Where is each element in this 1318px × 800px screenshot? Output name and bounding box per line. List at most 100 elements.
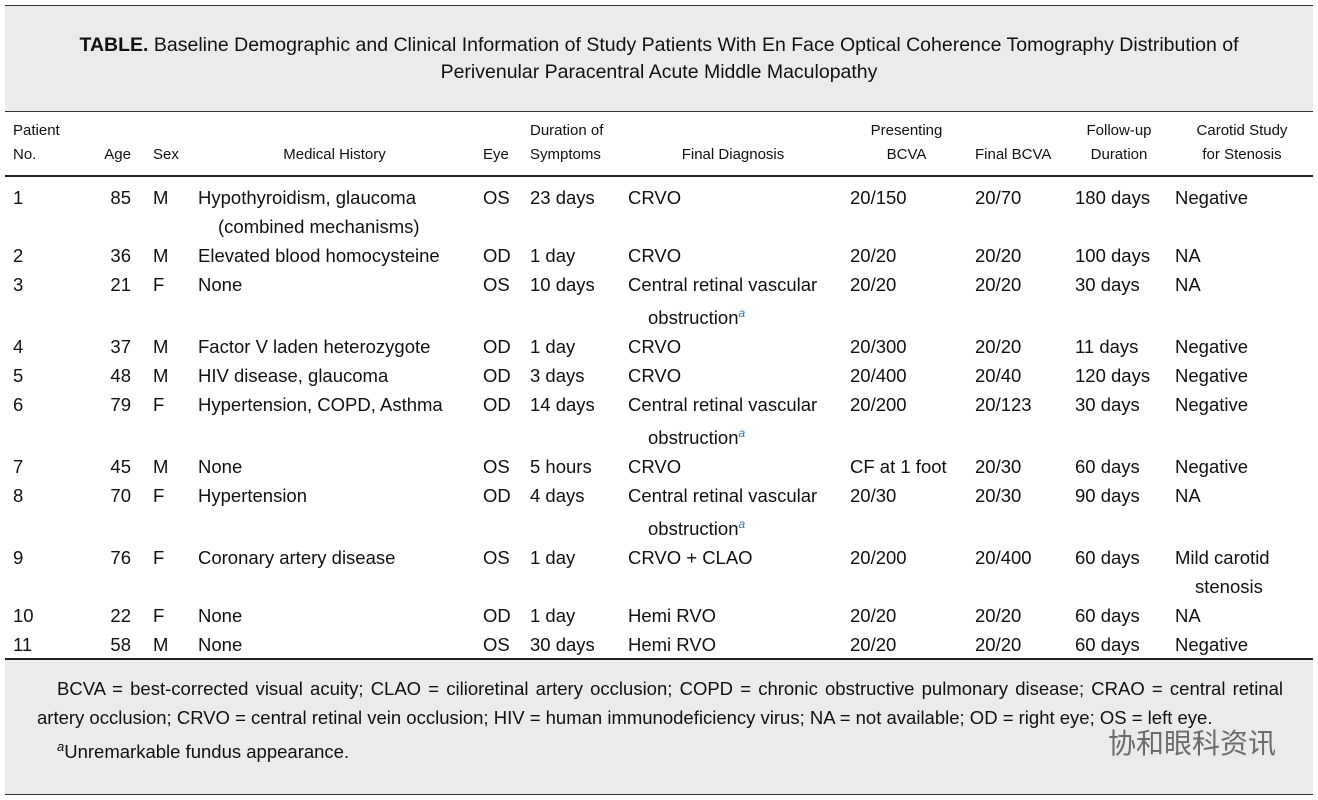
table-cell: Hypertension — [198, 485, 308, 507]
table-cell: F — [153, 274, 165, 295]
table-cell: 20/20 — [975, 336, 1022, 358]
table-cell: Central retinal vascular obstructiona — [620, 481, 842, 543]
watermark: 协和眼科资讯 — [1107, 727, 1276, 760]
header-text: Medical History — [283, 146, 386, 163]
cell-text: CRVO — [628, 245, 682, 266]
header-text: for Stenosis — [1202, 146, 1282, 163]
header-text: Final Diagnosis — [681, 146, 785, 163]
table-cell: 3 — [13, 274, 24, 295]
header-text: BCVA — [886, 146, 927, 163]
table-cell: 60 days — [1075, 456, 1140, 478]
cell-text: CRVO — [628, 365, 682, 387]
table-cell: 70 — [110, 485, 131, 507]
table-cell: 5 hours — [530, 456, 592, 478]
table-cell: 20/20 — [975, 245, 1022, 266]
table-cell: 30 days — [530, 634, 595, 656]
table-row: 5 48 M HIV disease, glaucoma OD 3 days CRVO 20/… — [5, 361, 1313, 390]
table-cell: 20/30 — [975, 485, 1022, 507]
table-cell: 2 — [13, 245, 24, 266]
table-cell: 20/300 — [850, 336, 907, 358]
table-title: TABLE. Baseline Demographic and Clinical… — [5, 5, 1313, 112]
table-cell: 23 days — [530, 187, 595, 208]
table-cell: OS — [483, 456, 510, 478]
table-cell: 7 — [13, 456, 24, 478]
table-row: 4 37 M Factor V laden heterozygote OD 1 day CR… — [5, 332, 1313, 361]
table-cell: 79 — [110, 394, 131, 416]
table-cell: M — [153, 336, 169, 358]
header-text: Symptoms — [530, 146, 601, 163]
table-cell: None — [198, 274, 243, 295]
table-cell: CRVO — [620, 332, 842, 361]
table-row: 7 45 M None OS 5 hours CRVO CF at 1 foot 20/30 60… — [5, 452, 1313, 481]
table-cell: Hemi RVO — [620, 601, 842, 630]
table-cell: M — [153, 456, 169, 478]
header-cell: Medical History — [190, 113, 475, 177]
table-cell: None — [198, 634, 243, 656]
table-row: 1 85 M Hypothyroidism, glaucoma (combined m… — [5, 176, 1313, 241]
header-text: Age — [104, 146, 131, 163]
table-row: 9 76 F Coronary artery disease OS 1 day CRVO +… — [5, 543, 1313, 601]
table-cell: Negative — [1175, 394, 1249, 416]
table-cell: Central retinal vascular obstructiona — [620, 390, 842, 452]
table-cell: 58 — [110, 634, 131, 656]
header-text: Duration of — [530, 122, 604, 139]
table-cell: 1 — [13, 187, 24, 208]
table-cell: Hypertension, COPD, Asthma — [198, 394, 443, 416]
footnote: aUnremarkable fundus appearance. — [37, 732, 1283, 766]
table-cell: Negative — [1175, 365, 1249, 387]
table-cell: 60 days — [1075, 634, 1140, 656]
table-cell: F — [153, 547, 165, 569]
table-cell: 37 — [110, 336, 131, 358]
header-cell: Final Diagnosis — [620, 113, 842, 177]
table-cell: Elevated blood homocysteine — [198, 245, 440, 266]
header-text: Carotid Study — [1196, 122, 1288, 139]
cell-text: CRVO — [628, 456, 682, 478]
table-cell: 20/123 — [975, 394, 1032, 416]
cell-note-marker: a — [738, 426, 746, 441]
header-text: Presenting — [870, 122, 943, 139]
table-cell: 14 days — [530, 394, 595, 416]
table-cell: 60 days — [1075, 547, 1140, 569]
table-cell: 20/20 — [850, 274, 897, 295]
header-text: Final BCVA — [975, 146, 1052, 163]
table-cell: 20/20 — [975, 605, 1022, 627]
table-cell: 20/40 — [975, 365, 1022, 387]
table-cell: CRVO — [620, 241, 842, 270]
table-cell: 36 — [110, 245, 131, 266]
table-cell: Coronary artery disease — [198, 547, 396, 569]
cell-note-marker: a — [738, 517, 746, 532]
footnote-marker: a — [57, 739, 65, 754]
table-cell: 60 days — [1075, 605, 1140, 627]
table-header: Patient No. Age Sex Medical History Eye Durati… — [5, 113, 1313, 177]
table-cell: CRVO — [620, 176, 842, 241]
table-cell: 20/20 — [850, 634, 897, 656]
table-cell: 20/20 — [850, 245, 897, 266]
title-wrap: TABLE. Baseline Demographic and Clinical… — [33, 32, 1285, 86]
table-cell: 21 — [110, 274, 131, 295]
table-row: 11 58 M None OS 30 days Hemi RVO 20/20 20/20 60 d… — [5, 630, 1313, 667]
footnote-text: Unremarkable fundus appearance. — [64, 741, 350, 763]
table-cell: 76 — [110, 547, 131, 569]
cell-text: CRVO — [628, 187, 682, 208]
table-cell: 9 — [13, 547, 24, 569]
table-cell: NA — [1175, 485, 1201, 507]
table-cell: Negative — [1175, 456, 1249, 478]
table-cell: 8 — [13, 485, 24, 507]
table-cell: OS — [483, 187, 510, 208]
table-cell: None — [198, 456, 243, 478]
table-cell: 1 day — [530, 605, 576, 627]
abbreviations: BCVA = best-corrected visual acuity; CLA… — [37, 678, 1283, 728]
cell-text: CRVO + CLAO — [628, 547, 753, 569]
header-row: Patient No. Age Sex Medical History Eye Durati… — [5, 113, 1313, 177]
data-table: Patient No. Age Sex Medical History Eye Durati… — [5, 113, 1313, 667]
header-text: Duration — [1090, 146, 1148, 163]
table-cell: 10 — [13, 605, 34, 627]
table-cell: OD — [483, 485, 511, 507]
table-cell: 30 days — [1075, 394, 1140, 416]
table-cell: Mild carotid stenosis — [1175, 547, 1270, 598]
header-cell: Presenting BCVA — [842, 113, 967, 177]
table-row: 3 21 F None OS 10 days Central retinal vascula… — [5, 270, 1313, 332]
table-cell: M — [153, 365, 169, 387]
table-cell: Factor V laden heterozygote — [198, 336, 431, 358]
table-cell: 1 day — [530, 336, 576, 358]
